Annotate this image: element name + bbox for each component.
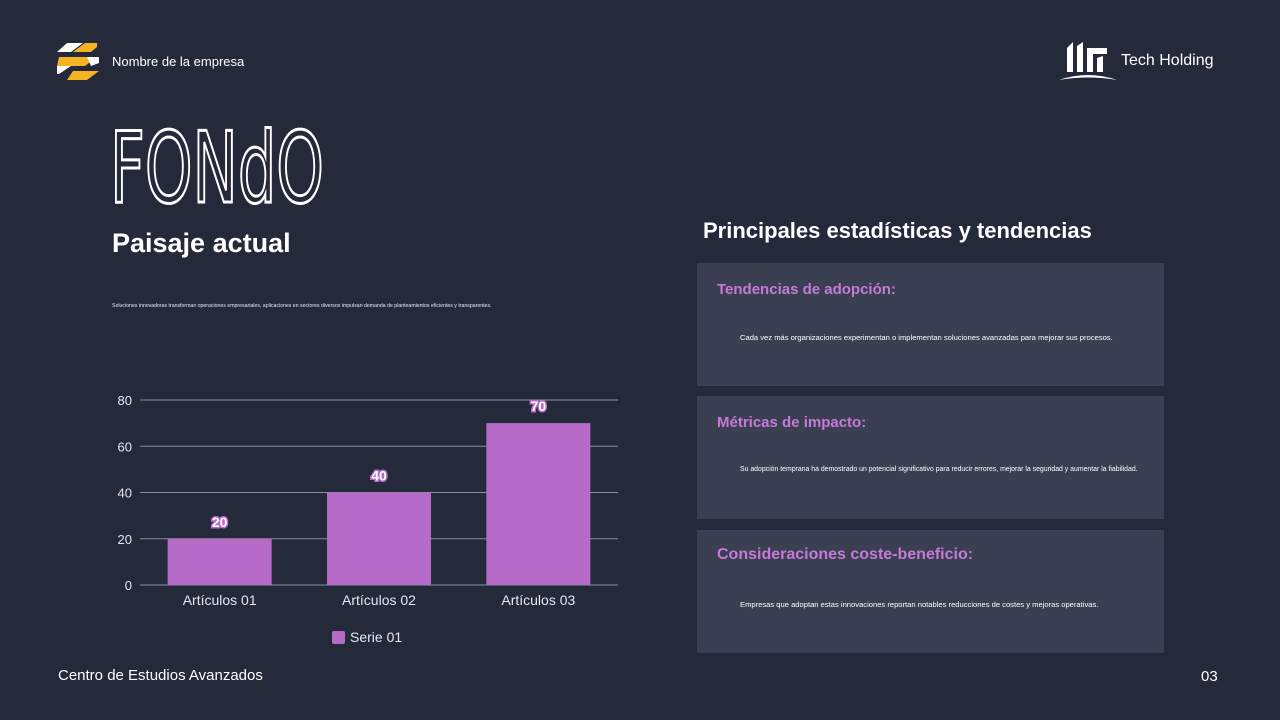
x-tick-label: Artículos 02: [342, 592, 416, 608]
card-title: Tendencias de adopción:: [717, 281, 896, 298]
tech-holding-logo-icon: [1059, 42, 1117, 80]
x-tick-label: Artículos 03: [501, 592, 575, 608]
cost-benefit-card: Consideraciones coste-beneficio: Empresa…: [697, 530, 1164, 653]
card-body: Su adopción temprana ha demostrado un po…: [740, 466, 1138, 473]
intro-text: Soluciones innovadoras transforman opera…: [112, 303, 492, 309]
card-title: Consideraciones coste-beneficio:: [717, 546, 974, 563]
company-name: Nombre de la empresa: [112, 54, 245, 69]
stats-heading: Principales estadísticas y tendencias: [703, 218, 1092, 243]
page-number: 03: [1201, 668, 1218, 685]
y-tick-label: 40: [118, 486, 132, 501]
y-tick-label: 0: [125, 578, 132, 593]
card-title: Métricas de impacto:: [717, 414, 867, 431]
x-tick-label: Artículos 01: [183, 592, 257, 608]
card-body: Cada vez más organizaciones experimentan…: [740, 333, 1113, 342]
bar-chart: 0 20 40 60 80 20 Artículos 01 40 Artículos 02 70 A…: [118, 393, 618, 645]
impact-metrics-card: Métricas de impacto: Su adopción tempran…: [697, 396, 1164, 519]
card-body: Empresas que adoptan estas innovaciones …: [740, 600, 1099, 609]
main-heading: Paisaje actual: [112, 228, 291, 258]
bar: [167, 538, 272, 585]
bar: [486, 423, 591, 585]
partner-name: Tech Holding: [1121, 52, 1214, 69]
section-title: FONdO: [110, 118, 326, 210]
y-tick-label: 20: [118, 532, 132, 547]
legend-swatch: [332, 631, 345, 644]
footer-text: Centro de Estudios Avanzados: [58, 667, 263, 684]
data-label: 40: [371, 468, 387, 484]
adoption-trends-card: Tendencias de adopción: Cada vez más org…: [697, 263, 1164, 386]
y-tick-label: 80: [118, 393, 132, 408]
data-label: 70: [531, 398, 547, 414]
bar: [327, 492, 431, 585]
y-tick-label: 60: [118, 439, 132, 454]
legend-label: Serie 01: [350, 629, 402, 645]
data-label: 20: [212, 514, 228, 530]
svg-text:FONdO: FONdO: [110, 118, 324, 210]
company-logo-icon: [57, 43, 99, 80]
